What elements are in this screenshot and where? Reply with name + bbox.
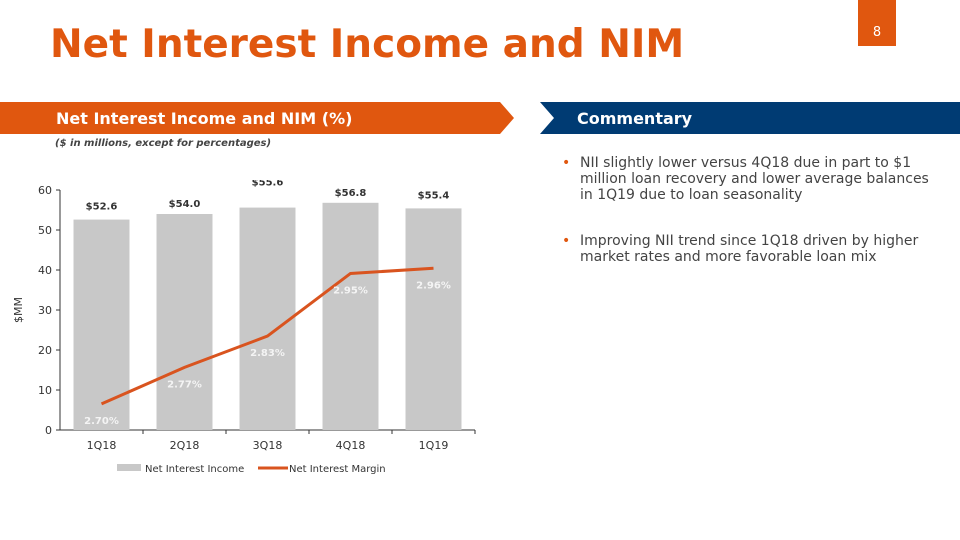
line-value-label: 2.95% — [333, 285, 368, 296]
x-tick-label: 2Q18 — [170, 439, 200, 452]
y-tick-label: 50 — [38, 224, 52, 237]
bar-value-label: $55.6 — [252, 180, 284, 189]
commentary-list: NII slightly lower versus 4Q18 due in pa… — [560, 155, 940, 295]
bar-value-label: $54.0 — [169, 199, 201, 210]
y-tick-label: 30 — [38, 304, 52, 317]
commentary-bullet: NII slightly lower versus 4Q18 due in pa… — [560, 155, 940, 203]
commentary-bullet: Improving NII trend since 1Q18 driven by… — [560, 233, 940, 265]
commentary-header: Commentary — [577, 109, 693, 128]
legend-swatch — [117, 464, 141, 471]
y-tick-label: 40 — [38, 264, 52, 277]
x-tick-label: 3Q18 — [253, 439, 283, 452]
chart: 0 10 20 30 40 50 60 $MM 1Q18 2Q18 3Q18 4Q18 1Q19 $52.… — [12, 180, 476, 475]
line-value-label: 2.96% — [416, 280, 451, 291]
chart-title: Net Interest Income and NIM (%) — [56, 109, 353, 128]
legend-label: Net Interest Margin — [289, 464, 386, 475]
slide-title: Net Interest Income and NIM — [50, 22, 685, 67]
y-tick-label: 60 — [38, 184, 52, 197]
line-value-label: 2.83% — [250, 348, 285, 359]
bar — [156, 214, 213, 430]
y-tick-label: 0 — [45, 424, 52, 437]
line-value-label: 2.70% — [84, 416, 119, 427]
x-tick-label: 1Q19 — [419, 439, 449, 452]
bar — [322, 202, 379, 430]
bar-value-label: $55.4 — [418, 190, 450, 201]
y-axis-label: $MM — [12, 297, 25, 323]
x-tick-label: 1Q18 — [87, 439, 117, 452]
y-tick-label: 20 — [38, 344, 52, 357]
bar-value-label: $52.6 — [86, 202, 118, 213]
page-number: 8 — [858, 0, 896, 46]
commentary-banner — [540, 102, 960, 134]
bar-value-label: $56.8 — [335, 188, 367, 199]
legend-label: Net Interest Income — [145, 464, 244, 475]
line — [100, 266, 434, 406]
x-tick-label: 4Q18 — [336, 439, 366, 452]
bar — [73, 219, 130, 430]
y-tick-label: 10 — [38, 384, 52, 397]
chart-banner — [0, 102, 514, 134]
bar — [239, 207, 296, 430]
line-value-label: 2.77% — [167, 379, 202, 390]
bar — [405, 208, 462, 430]
chart-subtitle: ($ in millions, except for percentages) — [55, 138, 272, 149]
